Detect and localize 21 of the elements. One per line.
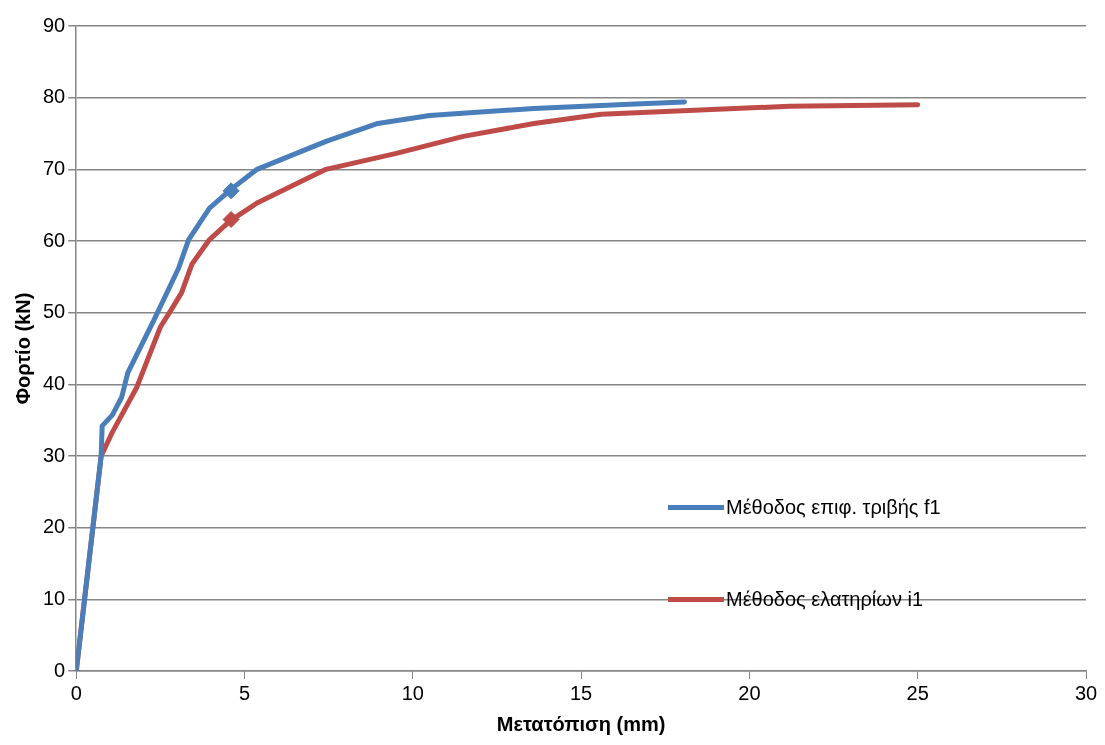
y-tick-label: 30	[43, 443, 66, 466]
y-tick-label: 70	[43, 156, 66, 179]
x-tick-label: 20	[738, 681, 761, 704]
x-tick-label: 5	[238, 681, 251, 704]
x-tick-label: 10	[401, 681, 424, 704]
x-tick-label: 25	[906, 681, 929, 704]
y-tick-label: 20	[43, 515, 66, 538]
y-tick-label: 40	[43, 371, 66, 394]
y-tick-label: 10	[43, 586, 66, 609]
x-axis-title: Μετατόπιση (mm)	[496, 712, 666, 735]
x-tick-label: 0	[70, 681, 82, 704]
legend-label: Μέθοδος ελατηρίων i1	[726, 587, 924, 611]
legend-label: Μέθοδος επιφ. τριβής f1	[726, 495, 941, 519]
y-tick-label: 50	[43, 300, 66, 323]
x-tick-label: 30	[1074, 681, 1098, 704]
y-tick-label: 90	[43, 13, 66, 36]
y-axis-title: Φορτίο (kN)	[11, 292, 34, 405]
x-tick-label: 15	[570, 681, 593, 704]
y-tick-label: 60	[43, 228, 66, 251]
y-tick-label: 0	[54, 658, 66, 681]
y-tick-label: 80	[43, 85, 66, 108]
